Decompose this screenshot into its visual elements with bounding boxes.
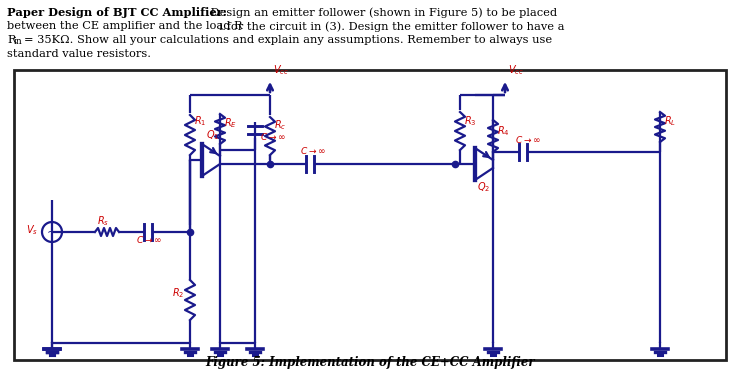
Text: Design an emitter follower (shown in Figure 5) to be placed: Design an emitter follower (shown in Fig… <box>207 7 557 17</box>
Text: $Q_2$: $Q_2$ <box>477 180 490 194</box>
Text: $Q_1$: $Q_1$ <box>206 128 219 142</box>
Text: standard value resistors.: standard value resistors. <box>7 49 151 59</box>
Text: $R_4$: $R_4$ <box>497 124 510 138</box>
Text: $R_E$: $R_E$ <box>224 116 237 130</box>
Bar <box>14 70 726 360</box>
Text: $C \rightarrow \infty$: $C \rightarrow \infty$ <box>260 131 286 142</box>
Text: Paper Design of BJT CC Amplifier:: Paper Design of BJT CC Amplifier: <box>7 7 226 18</box>
Text: R: R <box>7 35 16 45</box>
Text: $V_s$: $V_s$ <box>26 223 38 237</box>
Text: $R_1$: $R_1$ <box>194 114 206 128</box>
Text: L: L <box>218 23 224 32</box>
Text: between the CE amplifier and the load R: between the CE amplifier and the load R <box>7 21 243 31</box>
Text: $C \rightarrow \infty$: $C \rightarrow \infty$ <box>300 145 326 156</box>
Text: $R_c$: $R_c$ <box>274 118 286 132</box>
Text: $R_2$: $R_2$ <box>172 286 184 300</box>
Text: $V_{cc}$: $V_{cc}$ <box>273 63 289 77</box>
Text: $C \rightarrow \infty$: $C \rightarrow \infty$ <box>515 134 541 145</box>
Text: in: in <box>14 37 23 46</box>
Text: Figure 5: Implementation of the CE+CC Amplifier: Figure 5: Implementation of the CE+CC Am… <box>205 356 535 369</box>
Text: for the circuit in (3). Design the emitter follower to have a: for the circuit in (3). Design the emitt… <box>223 21 565 32</box>
Text: $R_3$: $R_3$ <box>464 114 477 128</box>
Text: $R_s$: $R_s$ <box>97 214 109 228</box>
Text: $V_{cc}$: $V_{cc}$ <box>508 63 524 77</box>
Text: = 35KΩ. Show all your calculations and explain any assumptions. Remember to alwa: = 35KΩ. Show all your calculations and e… <box>24 35 552 45</box>
Text: $C \rightarrow \infty$: $C \rightarrow \infty$ <box>136 234 162 245</box>
Text: ~: ~ <box>47 225 57 239</box>
Text: $R_L$: $R_L$ <box>664 114 676 128</box>
